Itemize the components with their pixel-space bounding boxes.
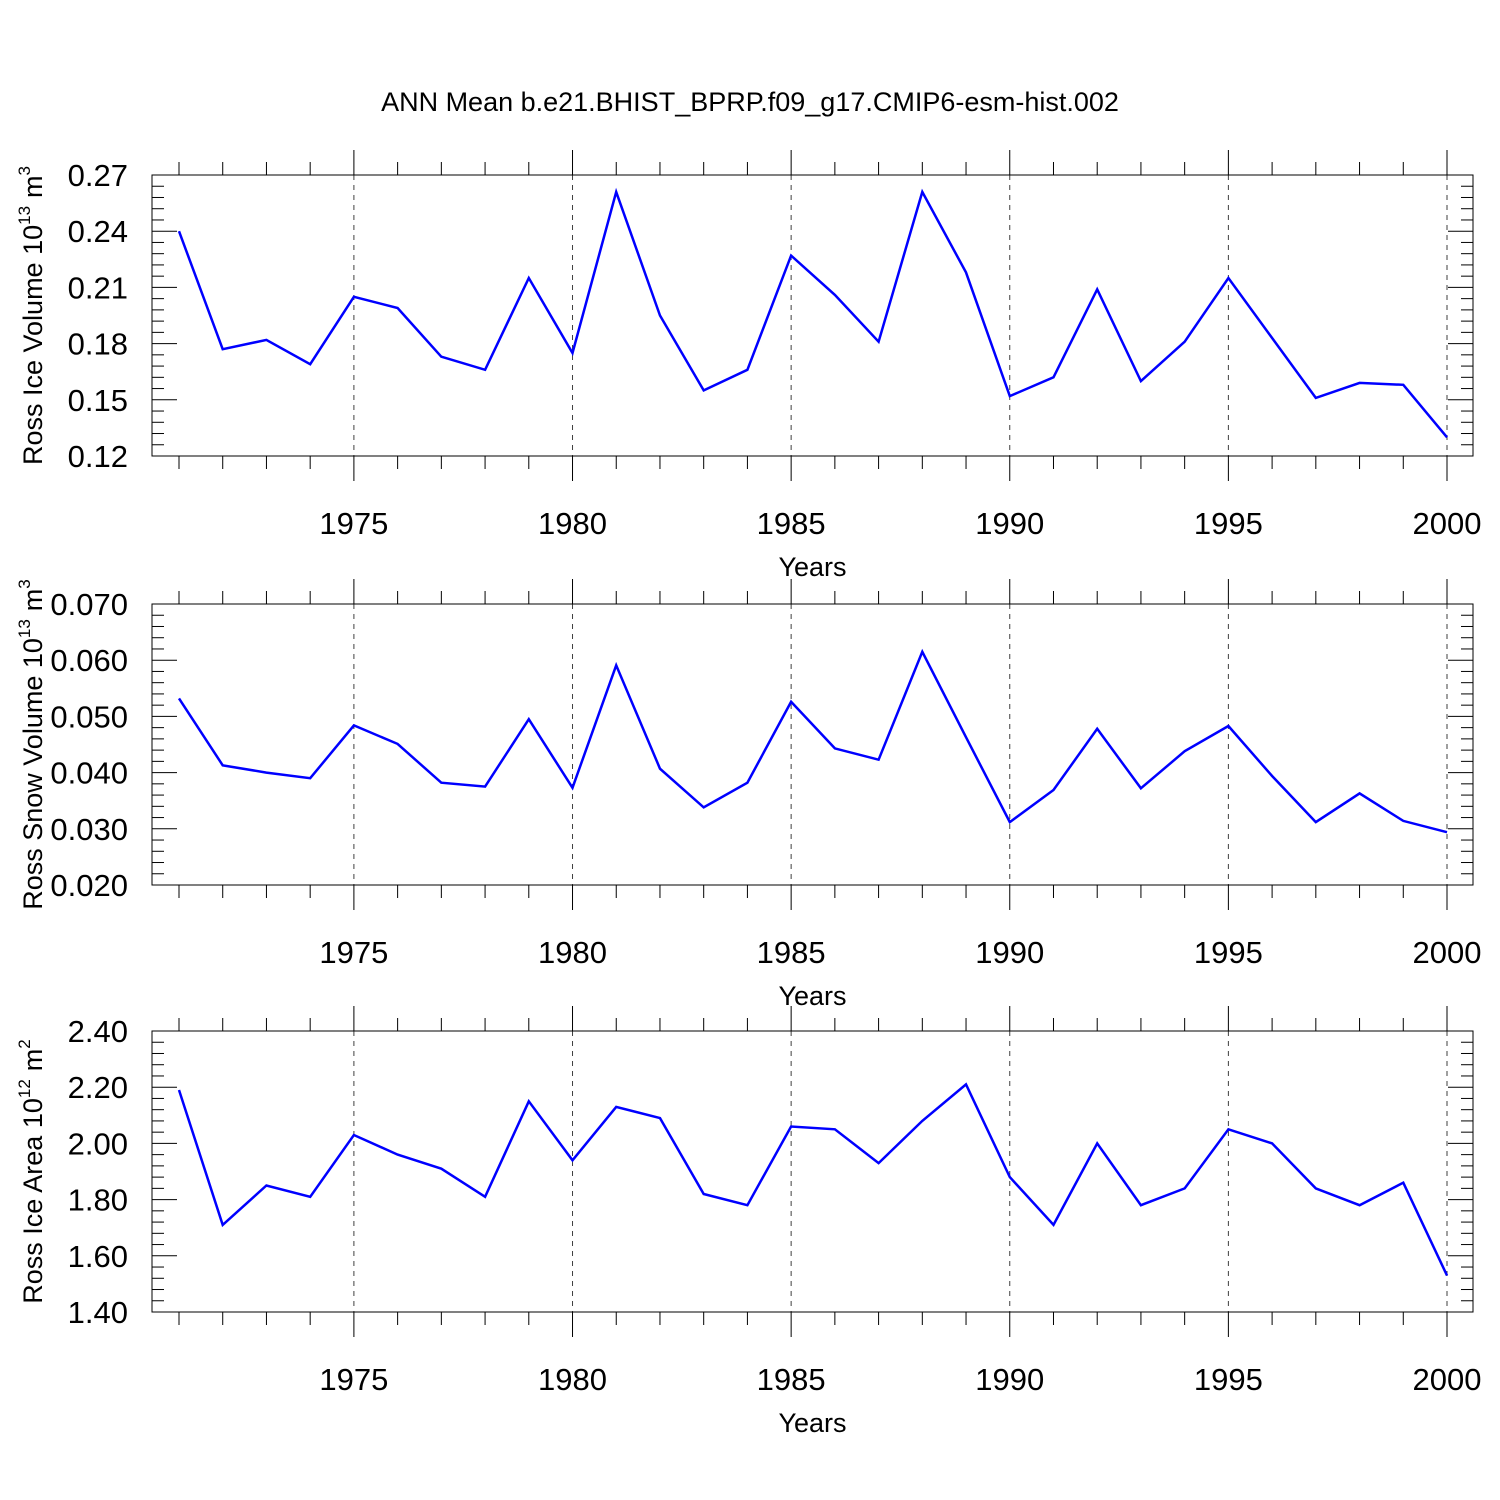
y-tick-label: 2.40 <box>68 1014 128 1049</box>
x-tick-label: 1975 <box>319 1362 388 1397</box>
y-tick-label: 1.80 <box>68 1183 128 1218</box>
y-tick-label: 0.15 <box>68 383 128 418</box>
series-line <box>177 648 1448 834</box>
y-tick-label: 0.27 <box>68 158 128 193</box>
y-tick-label: 1.60 <box>68 1239 128 1274</box>
y-title-exponent: 13 <box>15 206 34 225</box>
x-tick-label: 1985 <box>757 1362 826 1397</box>
y-title-unit: m <box>18 589 48 612</box>
x-tick-label: 1995 <box>1194 506 1263 541</box>
y-tick-label: 0.030 <box>50 812 128 847</box>
y-title-text: Ross Ice Area 10 <box>18 1098 48 1304</box>
x-tick-label: 1990 <box>975 506 1044 541</box>
chart-title: ANN Mean b.e21.BHIST_BPRP.f09_g17.CMIP6-… <box>381 87 1119 117</box>
x-tick-label: 2000 <box>1413 935 1482 970</box>
x-tick-label: 1975 <box>319 506 388 541</box>
y-tick-label: 0.24 <box>68 214 128 249</box>
x-tick-label: 1990 <box>975 935 1044 970</box>
y-tick-label: 0.070 <box>50 587 128 622</box>
x-tick-label: 1980 <box>538 1362 607 1397</box>
x-axis-title: Years <box>778 1408 846 1438</box>
y-title-unit: m <box>18 175 48 198</box>
y-title-unit: m <box>18 1049 48 1072</box>
y-tick-label: 2.20 <box>68 1070 128 1105</box>
x-axis-title: Years <box>778 981 846 1011</box>
y-tick-label: 0.060 <box>50 643 128 678</box>
y-title-text: Ross Snow Volume 10 <box>18 638 48 910</box>
x-tick-label: 1980 <box>538 506 607 541</box>
x-tick-label: 1995 <box>1194 1362 1263 1397</box>
y-tick-label: 1.40 <box>68 1295 128 1330</box>
plot-frame <box>151 603 1474 886</box>
y-tick-label: 0.050 <box>50 699 128 734</box>
x-axis-title: Years <box>778 552 846 582</box>
y-tick-label: 0.18 <box>68 327 128 362</box>
y-tick-label: 0.12 <box>68 439 128 474</box>
plot-frame <box>151 1030 1474 1313</box>
y-axis-title: Ross Snow Volume 1013 m3 <box>15 579 48 910</box>
y-title-exponent: 12 <box>15 1079 34 1098</box>
series-line <box>177 1082 1449 1277</box>
y-title-unit-exponent: 3 <box>15 166 34 175</box>
x-tick-label: 1985 <box>757 506 826 541</box>
y-tick-label: 2.00 <box>68 1126 128 1161</box>
x-tick-label: 1980 <box>538 935 607 970</box>
y-title-unit-exponent: 3 <box>15 579 34 588</box>
x-tick-label: 1990 <box>975 1362 1044 1397</box>
x-tick-label: 1985 <box>757 935 826 970</box>
x-tick-label: 2000 <box>1413 506 1482 541</box>
panel-1: 0.12 0.15 0.18 0.21 0.24 0.27 1975 1980 1985 1990… <box>15 150 1481 582</box>
panel-3: 1.40 1.60 1.80 2.00 2.20 2.40 1975 1980 1985 1990… <box>15 1006 1481 1438</box>
x-tick-label: 1995 <box>1194 935 1263 970</box>
y-title-exponent: 13 <box>15 619 34 638</box>
y-tick-label: 0.040 <box>50 756 128 791</box>
x-tick-label: 2000 <box>1413 1362 1482 1397</box>
y-tick-label: 0.020 <box>50 868 128 903</box>
y-axis-title: Ross Ice Area 1012 m2 <box>15 1039 48 1304</box>
y-title-text: Ross Ice Volume 10 <box>18 225 48 465</box>
plot-frame <box>151 174 1474 457</box>
series-line <box>177 187 1448 439</box>
panel-2: 0.020 0.030 0.040 0.050 0.060 0.070 1975 1980 19… <box>15 579 1481 1011</box>
x-tick-label: 1975 <box>319 935 388 970</box>
y-tick-label: 0.21 <box>68 270 128 305</box>
y-axis-title: Ross Ice Volume 1013 m3 <box>15 166 48 465</box>
y-title-unit-exponent: 2 <box>15 1039 34 1048</box>
